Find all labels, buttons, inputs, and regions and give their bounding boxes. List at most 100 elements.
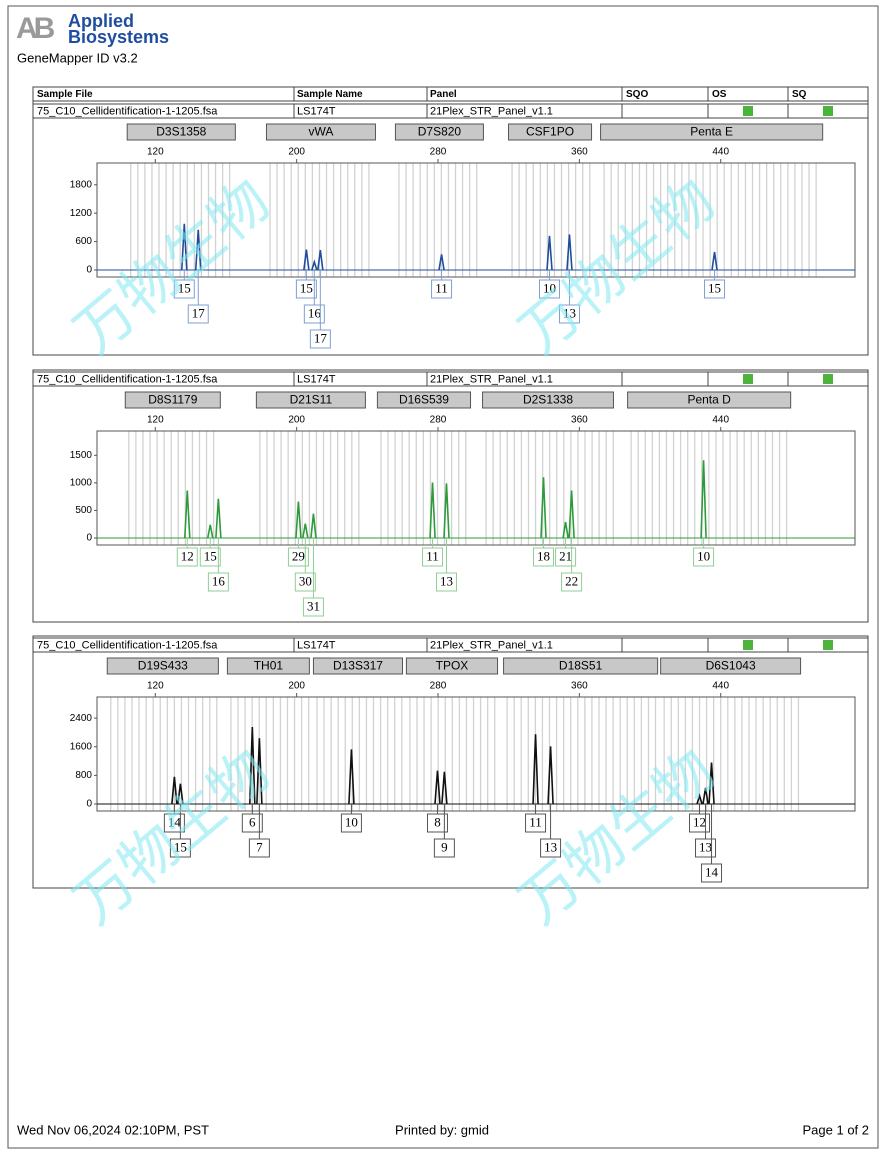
x-tick-label: 120 (147, 147, 164, 158)
allele-box (287, 547, 309, 567)
allele-label: 7 (256, 839, 263, 854)
allele-label: 8 (434, 814, 441, 829)
peak (311, 259, 318, 271)
allele-box (207, 572, 229, 592)
marker-name: D2S1338 (523, 393, 573, 407)
column-label: OS (712, 89, 727, 100)
allele-label: 16 (212, 573, 226, 588)
marker-box (503, 657, 659, 675)
status-os (743, 640, 753, 650)
allele-label: 15 (178, 280, 191, 295)
peak (180, 223, 188, 271)
allele-label: 13 (544, 839, 557, 854)
allele-label: 6 (249, 814, 256, 829)
marker-name: CSF1PO (526, 125, 574, 139)
allele-box (426, 813, 448, 833)
allele-box (340, 813, 362, 833)
allele-box (555, 547, 577, 567)
status-os (743, 106, 753, 116)
allele-label: 11 (529, 814, 542, 829)
y-tick-label: 800 (75, 770, 92, 781)
marker-box (226, 657, 310, 675)
marker-box (482, 391, 614, 409)
allele-label: 15 (204, 548, 217, 563)
allele-box (169, 838, 191, 858)
y-tick-label: 1800 (70, 179, 93, 190)
peak (183, 490, 191, 539)
peak (434, 770, 441, 805)
x-tick-label: 200 (288, 681, 305, 692)
marker-name: D7S820 (418, 125, 462, 139)
allele-label: 9 (441, 839, 448, 854)
peak (256, 738, 263, 805)
status-sq (823, 106, 833, 116)
x-tick-label: 440 (712, 415, 729, 426)
peak (546, 235, 553, 271)
peak (206, 524, 214, 539)
y-tick-label: 1200 (70, 208, 93, 219)
allele-label: 30 (299, 573, 312, 588)
x-tick-label: 360 (571, 681, 588, 692)
allele-box (433, 838, 455, 858)
sample-panel: 21Plex_STR_Panel_v1.1 (430, 105, 553, 117)
y-tick-label: 2400 (70, 713, 93, 724)
peak (700, 460, 707, 539)
marker-box (376, 391, 472, 409)
peak (441, 771, 448, 805)
marker-box (660, 657, 802, 675)
allele-box (302, 597, 324, 617)
panel-frame (32, 86, 869, 356)
sample-panel: 21Plex_STR_Panel_v1.1 (430, 373, 553, 385)
allele-box (309, 329, 331, 349)
allele-label: 14 (705, 864, 719, 879)
allele-label: 15 (708, 280, 721, 295)
y-tick-label: 0 (86, 265, 92, 276)
y-tick-label: 0 (86, 533, 92, 544)
allele-box (241, 813, 263, 833)
panel-frame (32, 635, 869, 889)
app-name: GeneMapper ID v3.2 (17, 50, 138, 65)
allele-box (431, 279, 453, 299)
allele-box (689, 813, 711, 833)
marker-box (126, 123, 236, 141)
allele-label: 17 (192, 305, 206, 320)
y-tick-label: 1500 (70, 450, 93, 461)
peak (302, 523, 309, 539)
peak (194, 229, 202, 271)
sample-sample-file: 75_C10_Cellidentification-1-1205.fsa (37, 639, 218, 651)
allele-label: 21 (559, 548, 572, 563)
allele-box (248, 838, 270, 858)
marker-name: D6S1043 (706, 659, 756, 673)
marker-name: vWA (309, 125, 334, 139)
allele-label: 31 (307, 598, 320, 613)
peak (566, 234, 573, 271)
allele-label: 10 (345, 814, 358, 829)
logo-mark: AB (16, 12, 55, 45)
brand: Applied (68, 11, 134, 31)
status-sq (823, 640, 833, 650)
sample-sample-name: LS174T (297, 373, 336, 385)
peak (310, 513, 317, 539)
allele-box (558, 304, 580, 324)
x-tick-label: 440 (712, 147, 729, 158)
allele-box (295, 279, 317, 299)
marker-box (106, 657, 219, 675)
peak (249, 727, 256, 805)
sample-row (32, 637, 869, 653)
sample-row (32, 371, 869, 387)
marker-box (508, 123, 593, 141)
allele-box (693, 547, 715, 567)
allele-box (422, 547, 444, 567)
marker-name: D13S317 (333, 659, 383, 673)
x-tick-label: 200 (288, 415, 305, 426)
marker-name: TPOX (436, 659, 469, 673)
allele-label: 16 (308, 305, 322, 320)
marker-name: D21S11 (290, 393, 333, 407)
allele-label: 10 (697, 548, 710, 563)
x-tick-label: 120 (147, 681, 164, 692)
peak (532, 734, 539, 805)
allele-label: 11 (435, 280, 448, 295)
peak (696, 793, 703, 805)
marker-name: D18S51 (559, 659, 603, 673)
